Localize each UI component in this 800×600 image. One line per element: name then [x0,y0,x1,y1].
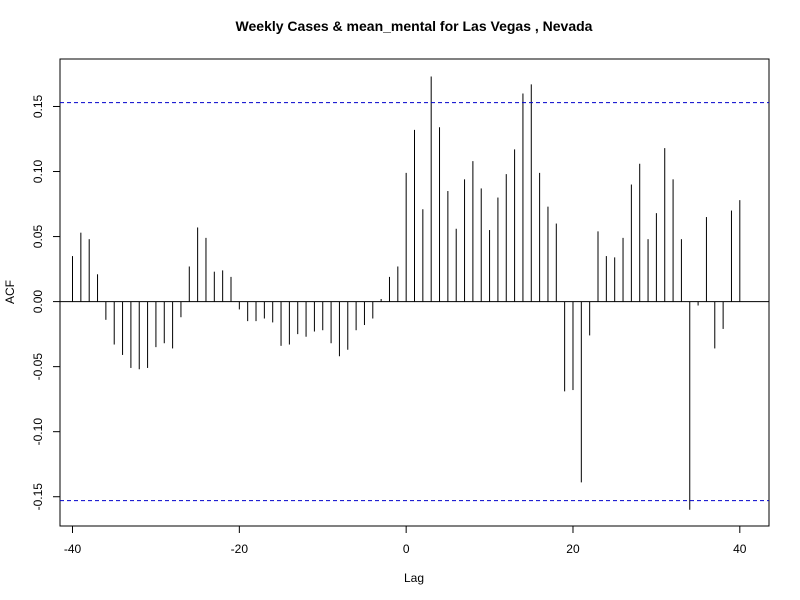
y-tick-label: 0.05 [31,225,45,249]
x-tick-label: -20 [231,542,249,556]
y-axis: -0.15 -0.10 -0.05 0.00 0.05 0.10 0.15 [31,94,61,511]
y-tick-label: -0.10 [31,418,45,446]
reference-lines [60,102,769,502]
x-axis-label: Lag [404,571,424,585]
acf-bars [72,76,741,510]
x-tick-label: 20 [566,542,580,556]
y-tick-label: -0.05 [31,353,45,381]
x-tick-label: -40 [64,542,82,556]
x-axis: -40 -20 0 20 40 [64,525,747,556]
y-tick-label: 0.10 [31,160,45,184]
x-tick-label: 40 [733,542,747,556]
y-tick-label: -0.15 [31,483,45,511]
x-tick-label: 0 [403,542,410,556]
y-tick-label: 0.00 [31,290,45,314]
y-axis-label: ACF [3,280,17,304]
y-tick-label: 0.15 [31,94,45,118]
chart-title: Weekly Cases & mean_mental for Las Vegas… [236,18,593,34]
